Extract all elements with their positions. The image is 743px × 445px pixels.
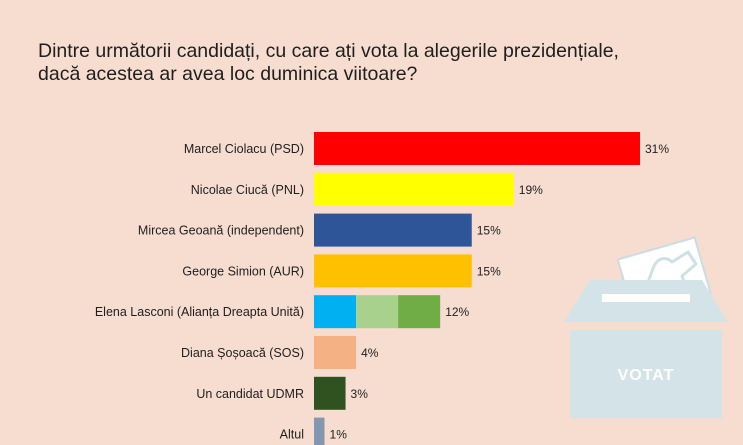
ballot-slot	[602, 294, 690, 302]
bar-5	[314, 336, 357, 369]
category-label-7: Altul	[280, 428, 304, 442]
value-label-2: 15%	[477, 224, 501, 238]
category-label-3: George Simion (AUR)	[182, 264, 304, 278]
value-label-6: 3%	[351, 387, 369, 401]
bar-2	[314, 213, 472, 247]
bar-4-segment-2	[398, 295, 441, 329]
value-label-3: 15%	[477, 264, 501, 278]
category-label-6: Un candidat UDMR	[196, 387, 304, 401]
category-label-1: Nicolae Ciucă (PNL)	[191, 183, 304, 197]
question-line-1: Dintre următorii candidați, cu care ați …	[38, 40, 619, 62]
chart-question: Dintre următorii candidați, cu care ați …	[38, 40, 718, 86]
ballot-label: VOTAT	[618, 367, 675, 384]
bars-group: Marcel Ciolacu (PSD) 31% Nicolae Ciucă (PN…	[95, 132, 669, 445]
bar-3	[314, 254, 472, 288]
value-label-4: 12%	[445, 305, 469, 319]
category-label-5: Diana Șoșoacă (SOS)	[181, 346, 304, 360]
value-label-5: 4%	[361, 346, 379, 360]
bar-4-segment-1	[356, 295, 399, 329]
category-label-0: Marcel Ciolacu (PSD)	[184, 142, 304, 156]
ballot-box-body	[570, 330, 722, 418]
bar-1	[314, 172, 514, 206]
category-label-2: Mircea Geoană (independent)	[138, 224, 304, 238]
bar-6	[314, 376, 346, 410]
value-label-0: 31%	[645, 142, 669, 156]
question-line-2: dacă acestea ar avea loc duminica viitoa…	[38, 63, 418, 85]
ballot-box-icon: VOTAT	[564, 236, 728, 418]
category-label-4: Elena Lasconi (Alianța Dreapta Unită)	[95, 305, 304, 319]
value-label-1: 19%	[519, 183, 543, 197]
bar-7	[314, 417, 325, 445]
bar-4-segment-0	[314, 295, 357, 329]
bar-0	[314, 132, 640, 165]
value-label-7: 1%	[330, 428, 348, 442]
